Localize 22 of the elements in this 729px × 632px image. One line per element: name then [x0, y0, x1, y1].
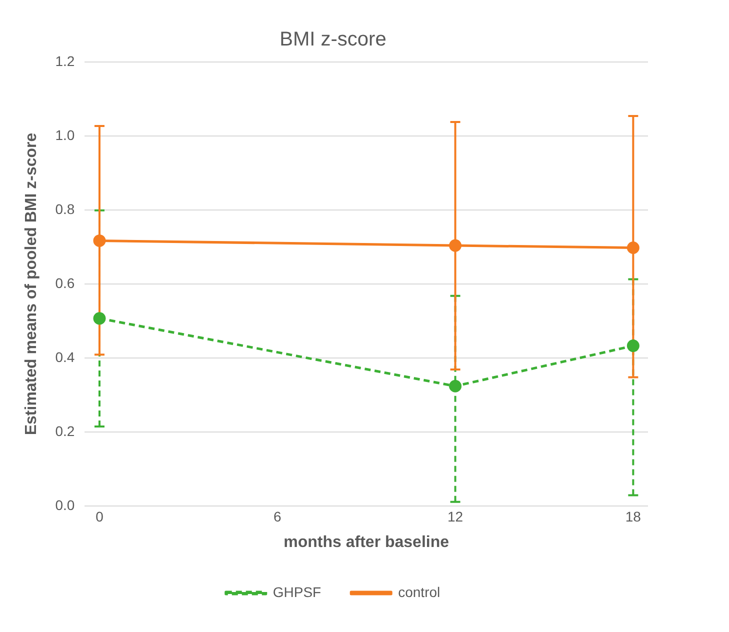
legend-label: GHPSF	[272, 584, 322, 600]
x-axis-title: months after baseline	[284, 534, 450, 551]
y-tick-label: 0.0	[55, 496, 75, 513]
point	[626, 241, 640, 254]
y-tick-label: 0.4	[55, 348, 75, 365]
y-tick-label: 1.0	[55, 126, 75, 143]
chart-title: BMI z-score	[280, 28, 386, 51]
x-tick-label: 0	[96, 508, 104, 524]
point	[93, 312, 106, 325]
x-tick-label: 6	[273, 508, 282, 524]
y-tick-label: 0.2	[55, 422, 75, 439]
legend-label: control	[398, 584, 440, 600]
point	[449, 239, 462, 252]
x-tick-label: 18	[625, 508, 642, 524]
x-tick-label: 12	[447, 508, 464, 524]
y-axis-title: Estimated means of pooled BMI z-score	[23, 132, 40, 436]
point	[449, 380, 462, 392]
point	[93, 234, 106, 247]
point	[626, 340, 640, 352]
y-tick-label: 0.6	[55, 274, 75, 291]
y-tick-label: 0.8	[55, 200, 75, 217]
y-tick-label: 1.2	[55, 52, 75, 69]
